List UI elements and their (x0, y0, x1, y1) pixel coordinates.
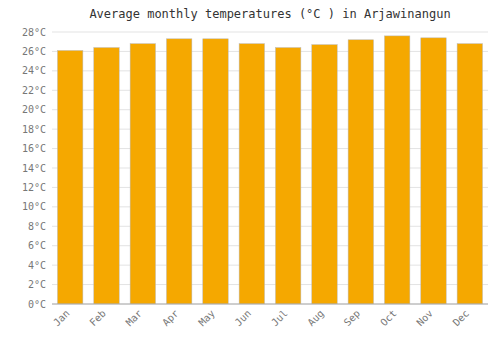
y-tick-label: 22°C (22, 85, 46, 96)
y-tick-label: 16°C (22, 143, 46, 154)
y-tick-label: 18°C (22, 124, 46, 135)
x-tick-label: Nov (414, 308, 435, 329)
bar (130, 44, 155, 304)
x-tick-label: Aug (305, 308, 326, 329)
chart: Average monthly temperatures (°C ) in Ar… (0, 0, 500, 350)
x-tick-label: Jun (233, 308, 254, 329)
y-tick-label: 28°C (22, 27, 46, 38)
y-tick-label: 2°C (28, 279, 46, 290)
bar (384, 36, 409, 304)
x-tick-label: Sep (342, 308, 363, 329)
y-tick-label: 4°C (28, 260, 46, 271)
bar (94, 48, 119, 304)
x-axis-line (52, 304, 488, 305)
bar (275, 48, 300, 304)
grid-line (52, 304, 488, 305)
bar (239, 44, 264, 304)
bar (166, 39, 191, 304)
bar (57, 50, 82, 304)
x-tick-label: Oct (378, 308, 399, 329)
y-tick-label: 26°C (22, 46, 46, 57)
x-tick-label: May (196, 308, 217, 329)
y-axis: 0°C 2°C 4°C 6°C 8°C 10°C 12°C 14°C 16°C 18°C 20°C 2… (22, 27, 46, 310)
x-tick-label: Apr (160, 308, 181, 329)
x-tick-label: Jul (269, 308, 290, 329)
bar (348, 40, 373, 304)
y-tick-label: 10°C (22, 201, 46, 212)
y-tick-label: 24°C (22, 65, 46, 76)
grid (52, 32, 488, 304)
y-tick-label: 6°C (28, 240, 46, 251)
y-tick-label: 20°C (22, 104, 46, 115)
x-axis: Jan Feb Mar Apr May Jun Jul Aug Sep Oct Nov Dec (51, 304, 488, 328)
grid-line (52, 32, 488, 33)
x-tick-label: Feb (87, 308, 108, 329)
x-tick-label: Dec (451, 308, 472, 329)
bar (421, 38, 446, 304)
bar (457, 44, 482, 304)
y-tick-label: 12°C (22, 182, 46, 193)
y-tick-label: 8°C (28, 221, 46, 232)
title: Average monthly temperatures (°C ) in Ar… (89, 7, 450, 21)
x-tick-label: Mar (124, 308, 145, 329)
y-tick-label: 14°C (22, 163, 46, 174)
bar (203, 39, 228, 304)
bar (312, 45, 337, 304)
y-tick-label: 0°C (28, 299, 46, 310)
bars (57, 36, 482, 304)
x-tick-label: Jan (51, 308, 72, 329)
